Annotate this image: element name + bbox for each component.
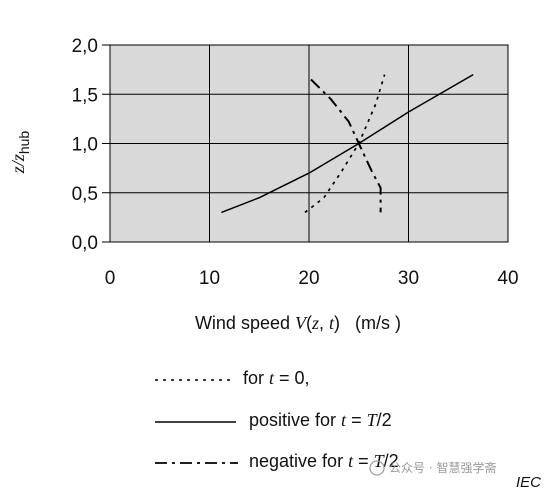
x-tick-label: 10 [199,268,220,289]
x-tick-label: 20 [298,268,319,289]
y-tick-label: 0,0 [72,233,98,254]
wechat-icon [369,460,385,476]
y-ticks: 0,0 0,5 1,0 1,5 2,0 [72,36,110,254]
series-line-dotted [304,74,386,214]
grid-lines [110,45,508,242]
x-label-part: z [311,313,319,333]
x-tick-label: 40 [497,268,518,289]
series-line-solid [221,73,474,214]
x-label-part: (m/s ) [340,313,401,333]
y-tick-label: 0,5 [72,184,98,205]
y-tick-label: 2,0 [72,36,98,57]
x-tick-label: 0 [105,268,116,289]
y-label-part: z [8,166,28,174]
x-ticks: 0 10 20 30 40 [105,268,519,289]
y-label-subscript: hub [16,131,32,155]
series-line-dashdot [310,78,382,213]
source-credit: IEC [516,474,541,491]
legend-label-dotted: for t = 0, [243,368,310,388]
series-lines [221,73,474,214]
x-label-part: t [329,313,335,333]
x-label-part: , [319,313,329,333]
x-label-part: V [295,313,308,333]
x-axis-label: Wind speed V(z, t) (m/s ) [195,313,401,333]
y-label-part: /z [8,154,28,167]
x-label-part: Wind speed [195,313,295,333]
x-label-part: ( [306,313,312,333]
x-label-part: ) [334,313,340,333]
legend: for t = 0, positive for t = T/2 negative… [155,368,399,471]
y-tick-label: 1,5 [72,85,98,106]
y-axis-label: z/zhub [8,131,32,175]
legend-label-solid: positive for t = T/2 [249,410,392,430]
y-tick-label: 1,0 [72,135,98,156]
watermark-text: 公众号 · 智慧强学斋 [389,460,496,475]
watermark: 公众号 · 智慧强学斋 [369,460,496,476]
x-tick-label: 30 [398,268,419,289]
